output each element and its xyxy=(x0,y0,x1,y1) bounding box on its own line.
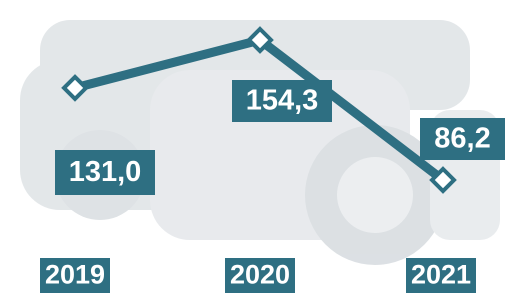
chart: 131,0 2019 154,3 2020 86,2 2021 xyxy=(0,0,515,293)
data-label: 86,2 xyxy=(434,123,490,155)
data-label: 131,0 xyxy=(69,156,142,188)
x-tick-label: 2020 xyxy=(230,260,290,290)
x-tick-label: 2019 xyxy=(45,260,105,290)
x-tick-label: 2021 xyxy=(411,260,471,290)
data-label: 154,3 xyxy=(246,85,319,117)
